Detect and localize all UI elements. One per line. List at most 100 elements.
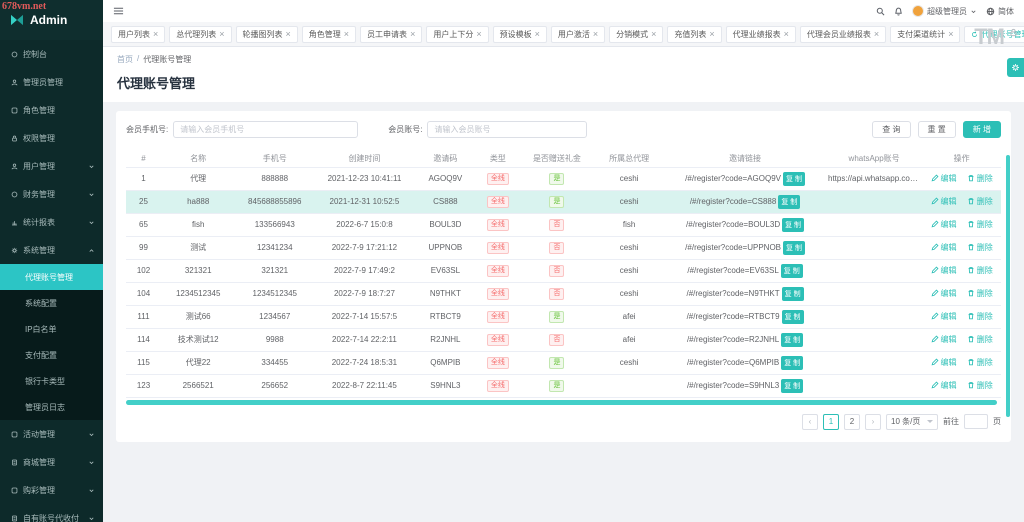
close-icon[interactable]: × <box>219 28 225 39</box>
edit-button[interactable]: 编辑 <box>931 311 957 322</box>
reset-button[interactable]: 重 置 <box>917 121 956 138</box>
breadcrumb-current: 代理账号管理 <box>143 55 192 64</box>
bell-icon[interactable] <box>894 7 903 16</box>
sidebar-item-lottery-management[interactable]: 购彩管理 <box>0 476 103 504</box>
tab-staff-application[interactable]: 员工申请表 × <box>360 25 423 43</box>
copy-button[interactable]: 复 制 <box>781 309 804 324</box>
sidebar-item-role-management[interactable]: 角色管理 <box>0 96 103 124</box>
delete-button[interactable]: 删除 <box>967 242 993 253</box>
tab-user-activation[interactable]: 用户激活 × <box>550 25 606 43</box>
edit-button[interactable]: 编辑 <box>931 242 957 253</box>
tab-carousel-list[interactable]: 轮播图列表 × <box>235 25 298 43</box>
horizontal-scrollbar[interactable] <box>126 399 997 405</box>
edit-button[interactable]: 编辑 <box>931 357 957 368</box>
sidebar-item-system-management[interactable]: 系统管理 <box>0 236 103 264</box>
page-size-select[interactable]: 10 条/页 <box>886 413 938 430</box>
edit-button[interactable]: 编辑 <box>931 219 957 230</box>
copy-button[interactable]: 复 制 <box>780 263 803 278</box>
phone-filter-input[interactable] <box>173 121 359 138</box>
settings-panel-button[interactable] <box>1007 58 1024 77</box>
pagination-next-button[interactable]: › <box>865 413 881 430</box>
copy-button[interactable]: 复 制 <box>781 332 804 347</box>
sidebar-item-statistics-report[interactable]: 统计报表 <box>0 208 103 236</box>
sidebar-item-user-management[interactable]: 用户管理 <box>0 152 103 180</box>
pagination-page-1[interactable]: 1 <box>823 413 839 430</box>
account-filter-input[interactable] <box>427 121 588 138</box>
sidebar-item-mall-management[interactable]: 商城管理 <box>0 448 103 476</box>
breadcrumb-home[interactable]: 首页 <box>117 55 133 64</box>
close-icon[interactable]: × <box>873 28 880 39</box>
pagination-prev-button[interactable]: ‹ <box>802 413 818 430</box>
tab-payment-channel-stats[interactable]: 支付渠道统计 × <box>890 25 961 43</box>
sidebar-item-bank-card-type[interactable]: 银行卡类型 <box>0 368 103 394</box>
copy-button[interactable]: 复 制 <box>781 286 804 301</box>
close-icon[interactable]: × <box>651 28 657 39</box>
sidebar-item-admin-management[interactable]: 管理员管理 <box>0 68 103 96</box>
close-icon[interactable]: × <box>783 28 789 39</box>
edit-button[interactable]: 编辑 <box>931 288 957 299</box>
copy-button[interactable]: 复 制 <box>783 171 805 186</box>
tab-agent-member-performance-report[interactable]: 代理会员业绩报表 × <box>799 25 887 43</box>
delete-button[interactable]: 删除 <box>967 288 993 299</box>
delete-button[interactable]: 删除 <box>967 311 993 322</box>
app-logo[interactable]: Admin <box>0 0 103 40</box>
tab-agent-performance-report[interactable]: 代理业绩报表 × <box>725 25 796 43</box>
tab-agent-account-management[interactable]: 代理账号管理× <box>964 25 1024 43</box>
sidebar-item-permission-management[interactable]: 权限管理 <box>0 124 103 152</box>
close-icon[interactable]: × <box>153 28 159 39</box>
language-selector[interactable]: 简体 <box>986 6 1014 17</box>
search-icon[interactable] <box>876 7 885 16</box>
delete-button[interactable]: 删除 <box>967 265 993 276</box>
sidebar-item-ip-whitelist[interactable]: IP白名单 <box>0 316 103 342</box>
tab-general-agent-list[interactable]: 总代理列表 × <box>169 25 232 43</box>
edit-button[interactable]: 编辑 <box>931 380 957 391</box>
tab-preset-template[interactable]: 预设模板 × <box>492 25 547 43</box>
sidebar-item-payment-config[interactable]: 支付配置 <box>0 342 103 368</box>
tab-user-list[interactable]: 用户列表 × <box>111 25 166 43</box>
edit-button[interactable]: 编辑 <box>931 173 957 184</box>
delete-button[interactable]: 删除 <box>967 357 993 368</box>
vertical-scrollbar[interactable] <box>1006 155 1010 417</box>
edit-button[interactable]: 编辑 <box>931 334 957 345</box>
search-button[interactable]: 查 询 <box>872 121 911 138</box>
delete-button[interactable]: 删除 <box>967 173 993 184</box>
sidebar-item-dashboard[interactable]: 控制台 <box>0 40 103 68</box>
tab-distribution-mode[interactable]: 分销模式 × <box>609 25 664 43</box>
delete-button[interactable]: 删除 <box>967 219 993 230</box>
tm-watermark: TM <box>974 24 1005 49</box>
sidebar-item-agent-account-management[interactable]: 代理账号管理 <box>0 264 103 290</box>
close-icon[interactable]: × <box>285 28 291 39</box>
delete-button[interactable]: 删除 <box>967 196 993 207</box>
edit-button[interactable]: 编辑 <box>931 265 957 276</box>
tab-role-management[interactable]: 角色管理 × <box>301 25 357 43</box>
user-menu[interactable]: 超级管理员 <box>912 5 977 17</box>
close-icon[interactable]: × <box>343 28 350 39</box>
sidebar-item-finance-management[interactable]: 财务管理 <box>0 180 103 208</box>
copy-button[interactable]: 复 制 <box>783 240 805 255</box>
close-icon[interactable]: × <box>592 28 599 39</box>
close-icon[interactable]: × <box>948 28 954 39</box>
copy-button[interactable]: 复 制 <box>781 378 804 393</box>
page-jump-input[interactable] <box>964 414 988 429</box>
delete-button[interactable]: 删除 <box>967 334 993 345</box>
close-icon[interactable]: × <box>476 28 482 39</box>
copy-button[interactable]: 复 制 <box>781 355 804 370</box>
sidebar-item-own-account-payment[interactable]: 自有账号代收付 <box>0 504 103 522</box>
copy-button[interactable]: 复 制 <box>778 194 801 209</box>
hamburger-menu-icon[interactable] <box>113 6 124 16</box>
table-header-row: # 名称 手机号 创建时间 邀请码 类型 是否赠送礼金 所属总代理 邀请链接 w… <box>126 150 1001 168</box>
pagination-page-2[interactable]: 2 <box>844 413 860 430</box>
copy-button[interactable]: 复 制 <box>782 217 805 232</box>
edit-button[interactable]: 编辑 <box>931 196 957 207</box>
close-icon[interactable]: × <box>534 28 540 39</box>
sidebar-item-admin-log[interactable]: 管理员日志 <box>0 394 103 420</box>
add-button[interactable]: 新 增 <box>962 121 1001 138</box>
sidebar-item-system-config[interactable]: 系统配置 <box>0 290 103 316</box>
tab-recharge-list[interactable]: 充值列表 × <box>667 25 722 43</box>
delete-button[interactable]: 删除 <box>967 380 993 391</box>
sidebar-item-activity-management[interactable]: 活动管理 <box>0 420 103 448</box>
close-icon[interactable]: × <box>709 28 715 39</box>
close-icon[interactable]: × <box>410 28 416 39</box>
logo-text: Admin <box>30 13 68 27</box>
tab-user-credit[interactable]: 用户上下分 × <box>426 25 489 43</box>
